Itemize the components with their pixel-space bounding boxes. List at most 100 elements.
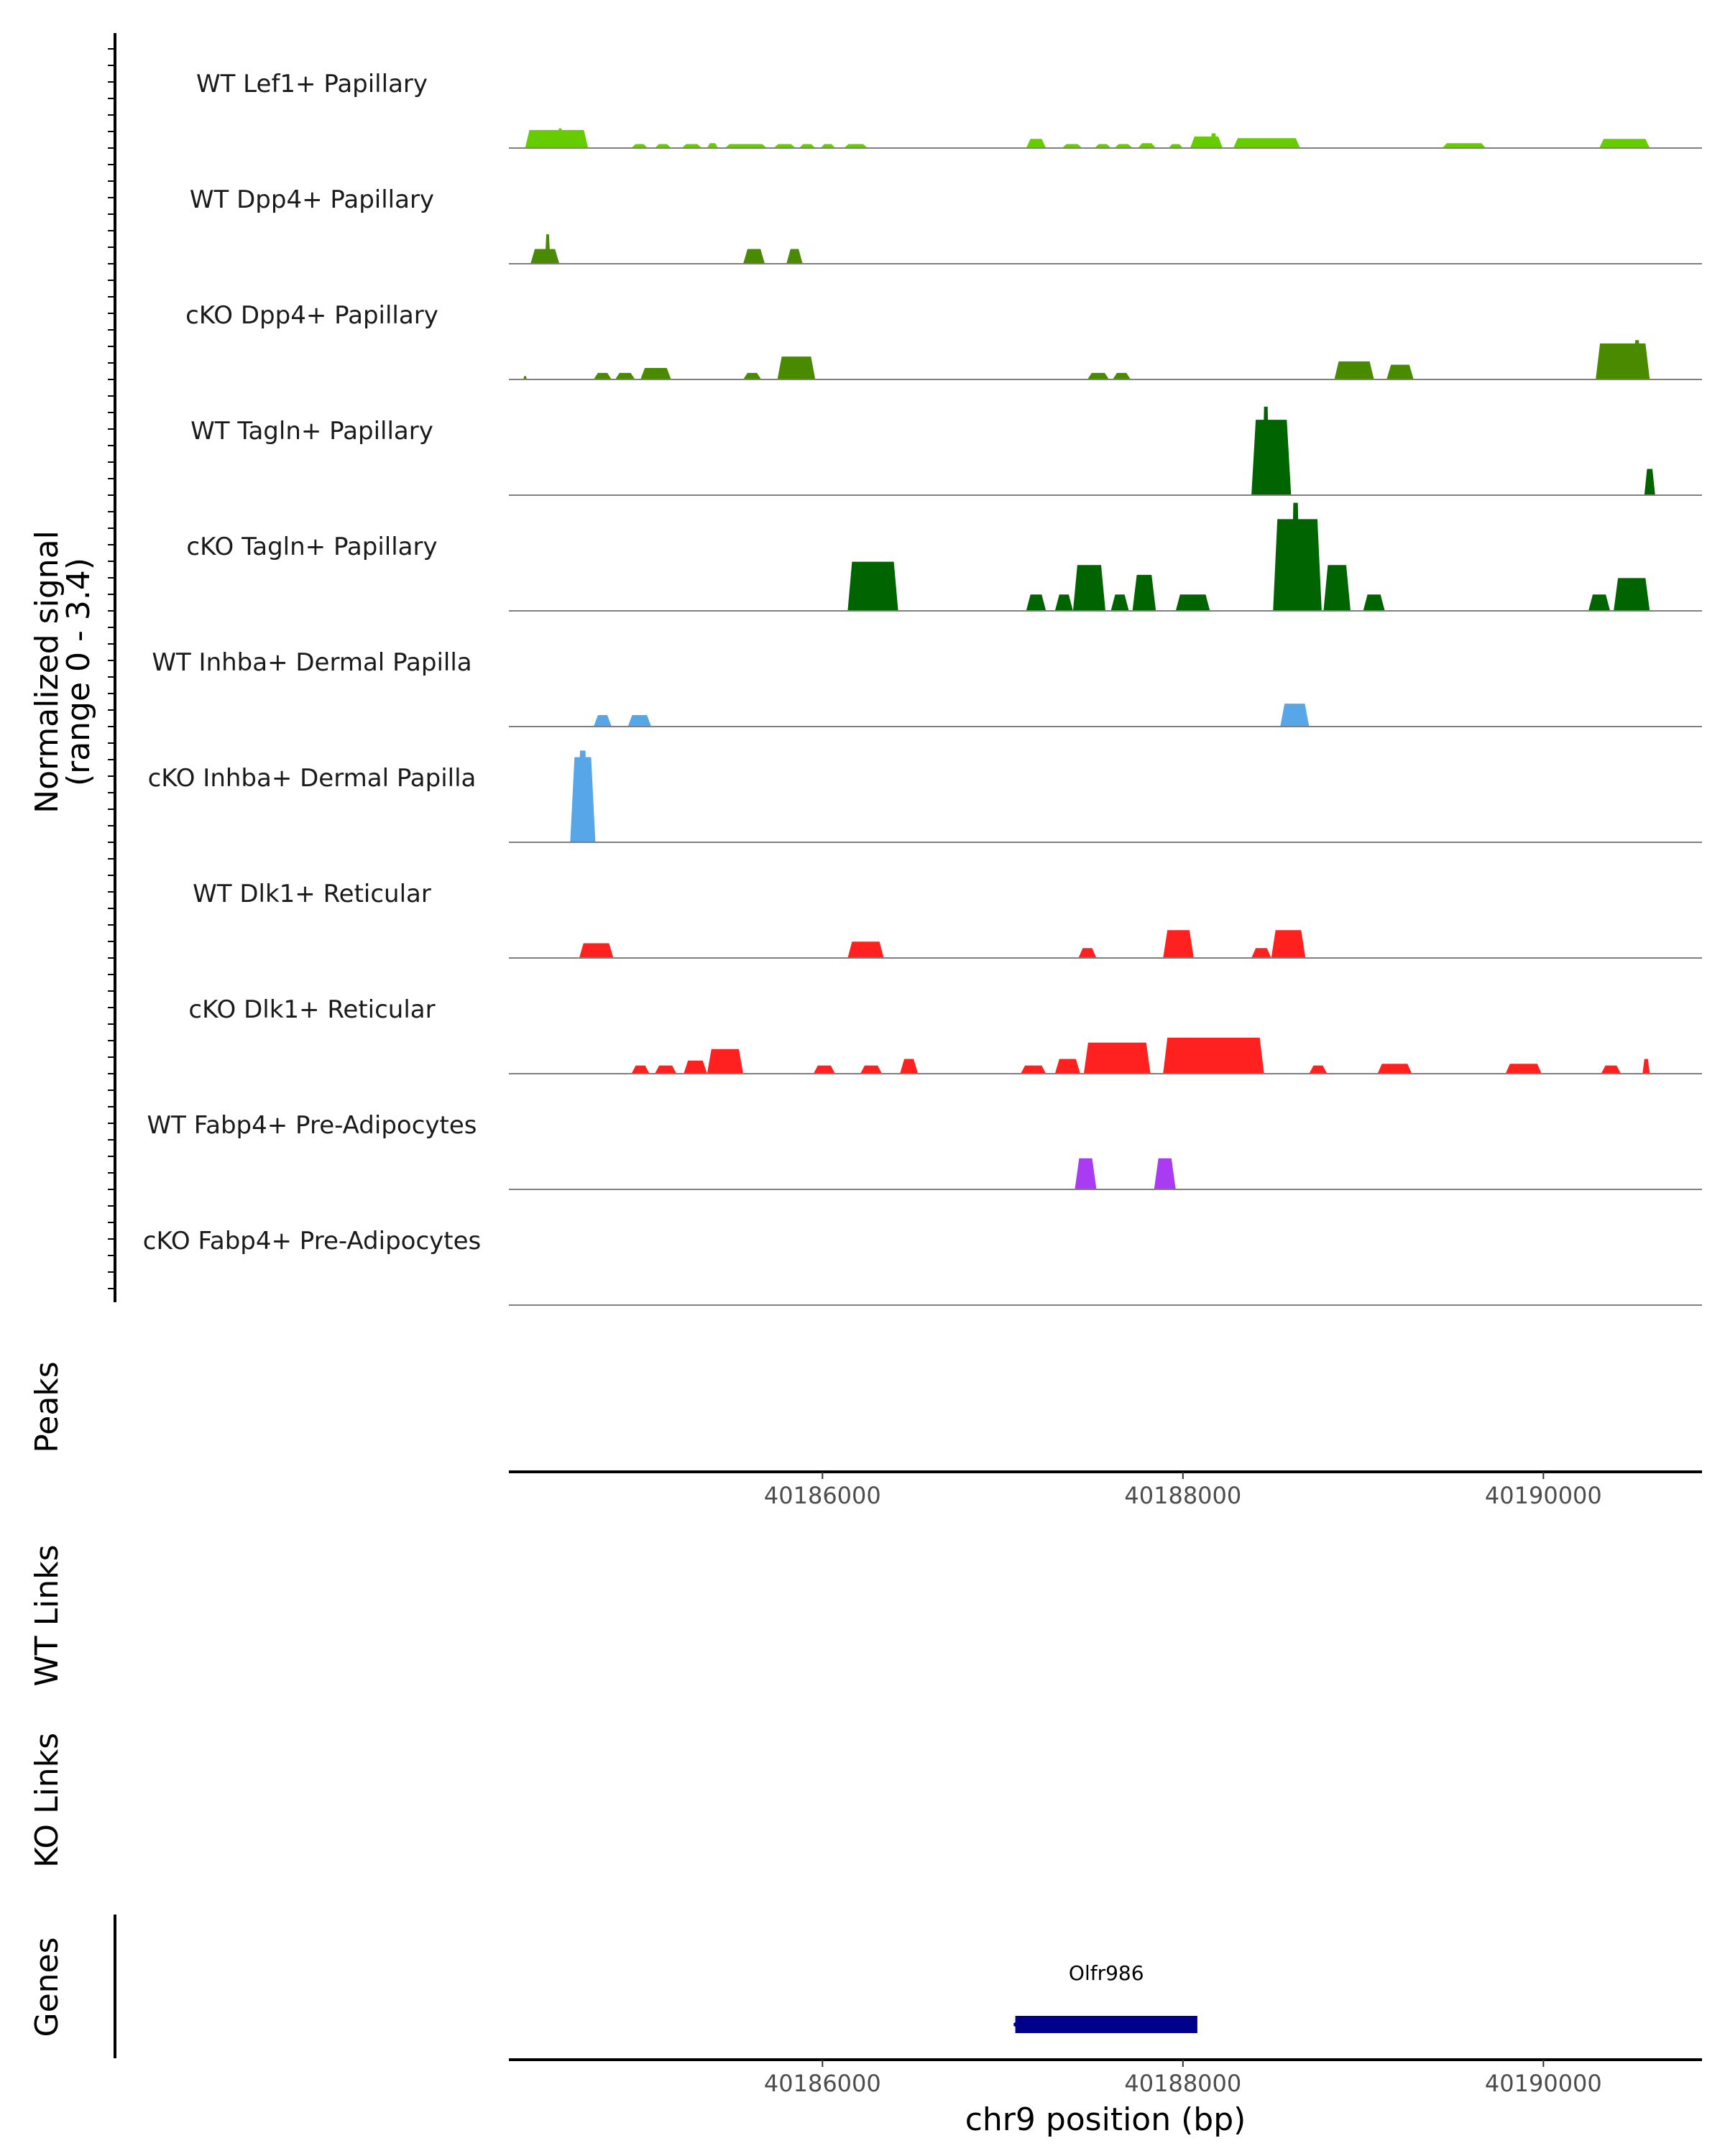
coverage-peak (1309, 1065, 1328, 1074)
coverage-peak (627, 715, 652, 727)
coverage-peak (847, 941, 884, 958)
track-label: cKO Tagln+ Papillary (186, 533, 437, 561)
coverage-peak (777, 356, 816, 379)
coverage-peak (1210, 133, 1218, 148)
coverage-peak (1323, 565, 1351, 611)
coverage-peak (1163, 1037, 1264, 1074)
coverage-track: WT Dlk1+ Reticular (193, 880, 1702, 959)
coverage-peak (1083, 1042, 1151, 1074)
coverage-peak (631, 144, 648, 148)
coverage-peak (1505, 1064, 1542, 1074)
x-tick-label: 40190000 (1485, 2070, 1602, 2097)
coverage-peak (1026, 139, 1046, 148)
coverage-peak (557, 128, 564, 148)
coverage-peak (1190, 137, 1223, 148)
track-label: WT Dpp4+ Papillary (190, 185, 434, 214)
coverage-peak (847, 561, 898, 611)
x-tick-label: 40188000 (1124, 1482, 1241, 1509)
coverage-peak (1114, 144, 1133, 148)
coverage-peak (1026, 594, 1046, 611)
track-label: cKO Inhba+ Dermal Papilla (148, 764, 477, 793)
coverage-ylabel-range: (range 0 - 3.4) (60, 558, 97, 786)
coverage-y-ticks (108, 48, 115, 1289)
coverage-peak (1442, 143, 1486, 148)
ko-links-ylabel: KO Links (29, 1733, 65, 1868)
track-label: WT Fabp4+ Pre-Adipocytes (147, 1111, 477, 1140)
peaks-x-ticks: 40186000 40188000 40190000 (764, 1472, 1602, 1509)
coverage-peak (1154, 1158, 1176, 1189)
peaks-ylabel: Peaks (29, 1361, 65, 1452)
coverage-peak (1078, 948, 1097, 958)
coverage-peak (1644, 469, 1655, 495)
gene-label: Olfr986 (1069, 1961, 1144, 1985)
coverage-peak (525, 129, 589, 148)
coverage-track: WT Lef1+ Papillary (196, 70, 1702, 149)
coverage-peak (1163, 930, 1194, 958)
coverage-peak (1601, 1065, 1622, 1074)
coverage-peak (655, 1065, 677, 1074)
coverage-peak (545, 234, 551, 264)
coverage-peak (1095, 144, 1111, 148)
coverage-peak (631, 1065, 650, 1074)
coverage-peak (1113, 372, 1131, 379)
gene-body (1015, 2016, 1197, 2033)
coverage-peak (900, 1059, 919, 1074)
coverage-peak (1588, 594, 1611, 611)
coverage-peak (615, 372, 635, 379)
coverage-peak (1138, 143, 1156, 148)
gene-annotations: Olfr986 (1013, 1961, 1197, 2033)
track-label: WT Dlk1+ Reticular (193, 880, 431, 908)
coverage-peak (1363, 594, 1385, 611)
coverage-peak (813, 1065, 835, 1074)
coverage-peak (1271, 930, 1306, 958)
coverage-peak (1633, 340, 1641, 379)
coverage-peak (1233, 138, 1300, 148)
coverage-ylabel: Normalized signal (29, 530, 65, 814)
coverage-peak (1168, 144, 1183, 148)
coverage-peak (773, 144, 796, 148)
coverage-peak (1054, 594, 1073, 611)
genes-panel: Genes Olfr986 40186000 40188000 40190000 c… (29, 1915, 1702, 2138)
coverage-track: WT Dpp4+ Papillary (190, 185, 1702, 264)
track-label: WT Tagln+ Papillary (190, 417, 433, 446)
coverage-peak (799, 144, 816, 148)
coverage-peak (707, 1049, 743, 1074)
coverage-peak (786, 249, 803, 264)
coverage-peak (707, 143, 718, 148)
track-label: WT Inhba+ Dermal Papilla (152, 648, 472, 677)
coverage-peak (743, 249, 765, 264)
coverage-peak (577, 750, 589, 842)
x-tick-label: 40186000 (764, 2070, 881, 2097)
coverage-peak (1251, 420, 1292, 495)
coverage-peak (1642, 1059, 1650, 1074)
coverage-peak (1072, 565, 1105, 611)
wt-links-panel: WT Links (29, 1544, 65, 1686)
coverage-peak (1251, 948, 1271, 958)
coverage-peak (1110, 594, 1129, 611)
coverage-peak (593, 372, 612, 379)
coverage-peak (1596, 343, 1650, 379)
coverage-peak (1075, 1158, 1097, 1189)
genes-x-ticks: 40186000 40188000 40190000 (764, 2060, 1602, 2097)
wt-links-ylabel: WT Links (29, 1544, 65, 1686)
coverage-peak (743, 372, 762, 379)
ko-links-panel: KO Links (29, 1733, 65, 1868)
coverage-peak (523, 376, 528, 379)
coverage-peak (1386, 364, 1414, 379)
x-tick-label: 40188000 (1124, 2070, 1241, 2097)
coverage-peak (1280, 704, 1310, 727)
coverage-peak (1132, 574, 1156, 611)
coverage-track: cKO Inhba+ Dermal Papilla (148, 750, 1702, 843)
coverage-peak (530, 249, 560, 264)
coverage-peak (1377, 1064, 1412, 1074)
coverage-peak (1334, 361, 1374, 379)
coverage-track: WT Tagln+ Papillary (190, 406, 1702, 496)
coverage-peak (681, 144, 702, 148)
coverage-track: cKO Dlk1+ Reticular (188, 995, 1702, 1074)
coverage-peak (579, 943, 614, 958)
x-tick-label: 40190000 (1485, 1482, 1602, 1509)
coverage-track: cKO Tagln+ Papillary (186, 502, 1702, 612)
track-label: WT Lef1+ Papillary (196, 70, 428, 98)
